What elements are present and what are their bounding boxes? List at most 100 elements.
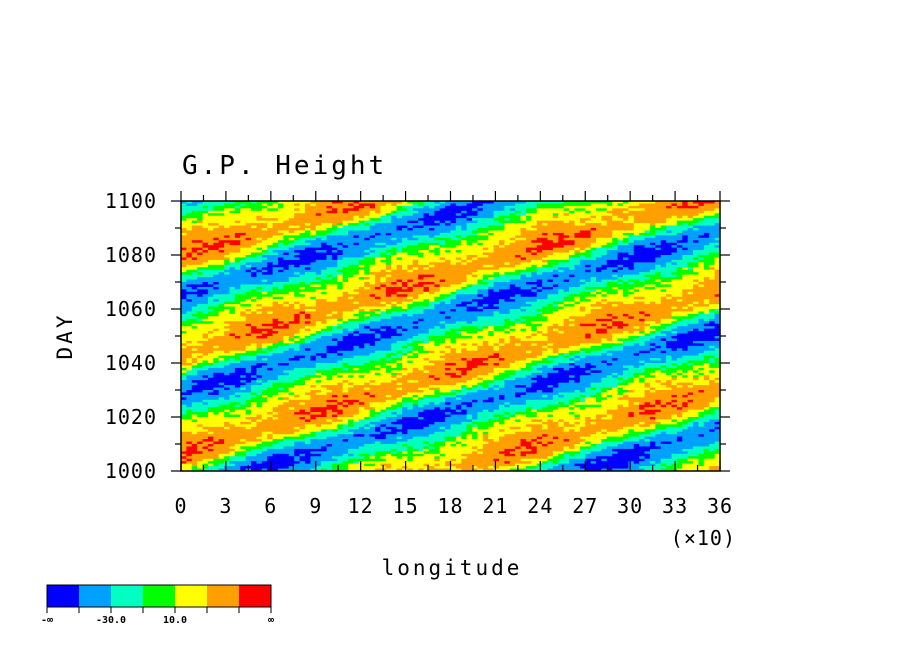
heatmap-cell <box>396 235 403 239</box>
heatmap-cell <box>358 232 365 236</box>
heatmap-cell <box>633 294 640 298</box>
heatmap-cell <box>358 279 365 283</box>
heatmap-cell <box>224 316 231 320</box>
heatmap-cell <box>283 269 290 273</box>
heatmap-cell <box>698 237 705 241</box>
heatmap-cell <box>407 274 414 278</box>
heatmap-cell <box>531 259 538 263</box>
heatmap-cell <box>342 208 349 212</box>
heatmap-cell <box>542 259 549 263</box>
heatmap-cell <box>337 210 344 214</box>
heatmap-cell <box>439 257 446 261</box>
heatmap-cell <box>542 232 549 236</box>
heatmap-cell <box>337 269 344 273</box>
heatmap-cell <box>348 255 355 259</box>
heatmap-cell <box>337 299 344 303</box>
heatmap-cell <box>698 321 705 325</box>
heatmap-cell <box>547 235 554 239</box>
heatmap-cell <box>590 318 597 322</box>
heatmap-cell <box>348 250 355 254</box>
heatmap-cell <box>256 267 263 271</box>
heatmap-cell <box>224 282 231 286</box>
heatmap-cell <box>385 269 392 273</box>
heatmap-cell <box>197 311 204 315</box>
heatmap-cell <box>499 250 505 254</box>
heatmap-cell <box>256 232 263 236</box>
heatmap-cell <box>482 201 489 205</box>
heatmap-cell <box>197 210 204 214</box>
heatmap-cell <box>655 267 662 271</box>
heatmap-cell <box>493 252 500 256</box>
heatmap-cell <box>579 267 586 271</box>
heatmap-cell <box>428 230 435 234</box>
heatmap-cell <box>536 277 543 281</box>
heatmap-cell <box>569 240 576 244</box>
heatmap-cell <box>207 232 214 236</box>
heatmap-cell <box>698 306 705 310</box>
heatmap-cell <box>601 220 608 224</box>
heatmap-cell <box>569 242 576 246</box>
heatmap-cell <box>472 301 479 305</box>
heatmap-cell <box>326 257 333 261</box>
heatmap-cell <box>644 267 651 271</box>
heatmap-cell <box>294 259 301 263</box>
heatmap-cell <box>525 264 532 268</box>
heatmap-cell <box>331 250 338 254</box>
heatmap-cell <box>364 274 371 278</box>
heatmap-cell <box>331 304 338 308</box>
heatmap-cell <box>391 218 398 222</box>
heatmap-cell <box>278 294 285 298</box>
heatmap-cell <box>326 272 333 276</box>
heatmap-cell <box>445 220 452 224</box>
heatmap-cell <box>369 201 376 205</box>
heatmap-cell <box>304 215 311 219</box>
heatmap-cell <box>337 262 344 266</box>
heatmap-cell <box>563 267 570 271</box>
heatmap-cell <box>224 218 231 222</box>
heatmap-cell <box>676 286 683 290</box>
heatmap-cell <box>251 250 258 254</box>
heatmap-cell <box>401 304 408 308</box>
heatmap-cell <box>321 201 328 205</box>
heatmap-cell <box>488 264 495 268</box>
heatmap-cell <box>552 284 559 288</box>
heatmap-cell <box>515 215 522 219</box>
heatmap-cell <box>709 201 716 205</box>
heatmap-cell <box>547 252 554 256</box>
heatmap-cell <box>644 313 651 317</box>
heatmap-cell <box>703 299 710 303</box>
heatmap-cell <box>687 274 694 278</box>
heatmap-cell <box>612 279 619 283</box>
heatmap-cell <box>520 237 527 241</box>
heatmap-cell <box>579 228 586 232</box>
heatmap-cell <box>558 289 565 293</box>
heatmap-cell <box>445 264 452 268</box>
heatmap-cell <box>369 235 376 239</box>
heatmap-cell <box>509 201 516 205</box>
heatmap-cell <box>213 218 220 222</box>
heatmap-cell <box>536 245 543 249</box>
heatmap-cell <box>461 289 468 293</box>
heatmap-cell <box>304 309 311 313</box>
heatmap-cell <box>407 237 414 241</box>
heatmap-cell <box>207 225 214 229</box>
heatmap-cell <box>288 262 295 266</box>
heatmap-cell <box>493 250 500 254</box>
heatmap-cell <box>439 264 446 268</box>
heatmap-cell <box>515 218 522 222</box>
heatmap-cell <box>326 255 333 259</box>
heatmap-cell <box>525 218 532 222</box>
heatmap-cell <box>499 259 505 263</box>
heatmap-cell <box>655 247 662 251</box>
heatmap-cell <box>375 301 382 305</box>
heatmap-cell <box>450 296 457 300</box>
heatmap-cell <box>288 252 295 256</box>
heatmap-cell <box>229 289 236 293</box>
heatmap-cell <box>499 296 505 300</box>
heatmap-cell <box>499 220 505 224</box>
heatmap-cell <box>299 218 306 222</box>
heatmap-cell <box>439 318 446 322</box>
heatmap-cell <box>186 282 193 286</box>
heatmap-cell <box>703 245 710 249</box>
heatmap-cell <box>337 318 344 322</box>
